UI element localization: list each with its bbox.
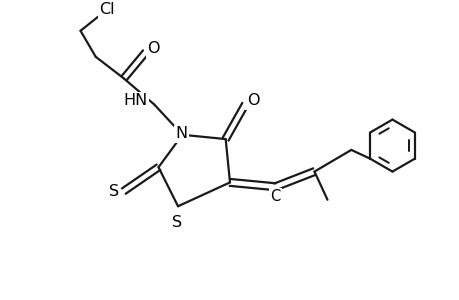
Text: O: O [147, 41, 159, 56]
Text: C: C [270, 189, 280, 204]
Text: N: N [175, 126, 187, 141]
Text: HN: HN [123, 94, 147, 109]
Text: O: O [246, 94, 259, 109]
Text: S: S [172, 215, 182, 230]
Text: Cl: Cl [99, 2, 115, 16]
Text: S: S [109, 184, 119, 199]
